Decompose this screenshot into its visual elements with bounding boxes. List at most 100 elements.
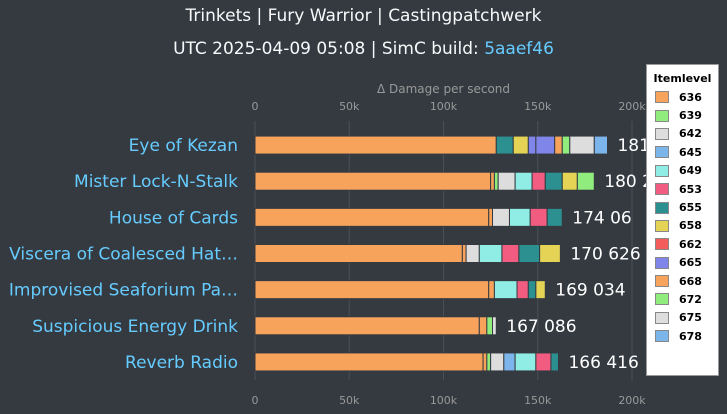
legend-swatch <box>655 293 669 306</box>
category-label[interactable]: House of Cards <box>109 208 238 228</box>
legend-label: 662 <box>679 237 702 251</box>
category-label[interactable]: Eye of Kezan <box>129 136 238 156</box>
bar-segment <box>527 135 537 155</box>
bar-segment <box>508 207 531 227</box>
bar-segment <box>254 280 490 300</box>
bar-segment <box>535 352 552 372</box>
category-label[interactable]: Reverb Radio <box>125 353 238 373</box>
category-label[interactable]: Viscera of Coalesced Hat… <box>9 245 238 265</box>
bar-segment <box>514 171 533 191</box>
legend-swatch <box>655 201 669 214</box>
bar-segment <box>254 244 463 263</box>
axis-title: Δ Damage per second <box>377 82 510 96</box>
chart-title: Trinkets | Fury Warrior | Castingpatchwe… <box>185 6 542 26</box>
legend-swatch <box>655 219 669 232</box>
category-label[interactable]: Suspicious Energy Drink <box>32 317 238 337</box>
bar-segment <box>512 135 529 155</box>
simc-build-link[interactable]: 5aaef46 <box>484 39 554 59</box>
bar-segment <box>493 280 518 300</box>
bar-segment <box>254 207 490 227</box>
legend-item-658[interactable]: 658 <box>647 217 718 235</box>
bar-segment <box>490 171 495 191</box>
legend-item-642[interactable]: 642 <box>647 125 718 143</box>
bar-segment <box>254 135 497 155</box>
legend-item-655[interactable]: 655 <box>647 198 718 216</box>
legend-label: 665 <box>679 256 702 270</box>
legend-swatch <box>655 164 669 177</box>
tick-label-bottom: 200k <box>618 394 646 407</box>
total-value-label: 174 06 <box>572 208 631 228</box>
bar-segment <box>569 135 595 155</box>
bar-segment <box>501 244 520 263</box>
bar-segment <box>544 171 563 191</box>
tick-label-top: 150k <box>524 100 552 113</box>
legend-item-668[interactable]: 668 <box>647 272 718 290</box>
legend-item-678[interactable]: 678 <box>647 327 718 345</box>
bar-segment <box>593 135 608 155</box>
bar-segment <box>546 207 563 227</box>
category-label[interactable]: Improvised Seaforium Pa… <box>9 281 238 301</box>
legend-item-672[interactable]: 672 <box>647 290 718 308</box>
legend-swatch <box>655 127 669 140</box>
legend-label: 636 <box>679 90 702 104</box>
bar-segment <box>488 280 495 300</box>
legend-item-639[interactable]: 639 <box>647 106 718 124</box>
subtitle-prefix: UTC 2025-04-09 05:08 | SimC build: <box>173 39 485 59</box>
bar-segment <box>535 280 546 300</box>
bar-segment <box>465 244 480 263</box>
tick-label-bottom: 50k <box>339 394 360 407</box>
legend-swatch <box>655 330 669 343</box>
bar-segment <box>254 352 484 372</box>
legend-label: 639 <box>679 109 702 123</box>
legend-label: 649 <box>679 164 702 178</box>
bar-segment <box>478 244 503 263</box>
bar-segment <box>254 171 492 191</box>
bar-segment <box>550 352 559 372</box>
bar-segment <box>254 316 480 336</box>
total-value-label: 167 086 <box>506 317 576 337</box>
total-value-label: 180 2 <box>604 172 653 192</box>
bar-segment <box>516 280 529 300</box>
bar-segment <box>518 244 541 263</box>
bar-segment <box>514 352 537 372</box>
legend-item-653[interactable]: 653 <box>647 180 718 198</box>
bar-segment <box>492 207 510 227</box>
bar-segment <box>561 135 571 155</box>
total-value-label: 169 034 <box>555 281 625 301</box>
legend-item-662[interactable]: 662 <box>647 235 718 253</box>
legend-swatch <box>655 109 669 122</box>
tick-label-top: 100k <box>430 100 458 113</box>
legend-item-649[interactable]: 649 <box>647 162 718 180</box>
legend-label: 672 <box>679 292 702 306</box>
legend-title: Itemlevel <box>653 72 712 85</box>
legend-swatch <box>655 91 669 104</box>
legend-swatch <box>655 275 669 288</box>
bar-segment <box>461 244 467 263</box>
legend-item-636[interactable]: 636 <box>647 88 718 106</box>
category-label[interactable]: Mister Lock-N-Stalk <box>74 172 238 192</box>
bar-segment <box>503 352 516 372</box>
legend-item-645[interactable]: 645 <box>647 143 718 161</box>
tick-label-bottom: 0 <box>252 394 259 407</box>
bar-segment <box>531 171 546 191</box>
legend-label: 658 <box>679 219 702 233</box>
legend-swatch <box>655 238 669 251</box>
legend-label: 675 <box>679 311 702 325</box>
legend-label: 642 <box>679 127 702 141</box>
bar-segment <box>554 135 563 155</box>
bar-segment <box>535 135 556 155</box>
bar-segment <box>493 171 499 191</box>
legend-swatch <box>655 146 669 159</box>
bar-segment <box>497 171 516 191</box>
legend-label: 678 <box>679 329 702 343</box>
bar-segment <box>490 352 505 372</box>
bar-segment <box>492 316 497 336</box>
legend-swatch <box>655 311 669 324</box>
legend-item-665[interactable]: 665 <box>647 254 718 272</box>
bar-segment <box>486 316 494 336</box>
legend-item-675[interactable]: 675 <box>647 309 718 327</box>
bar-segment <box>478 316 488 336</box>
tick-label-bottom: 100k <box>430 394 458 407</box>
legend-label: 645 <box>679 145 702 159</box>
